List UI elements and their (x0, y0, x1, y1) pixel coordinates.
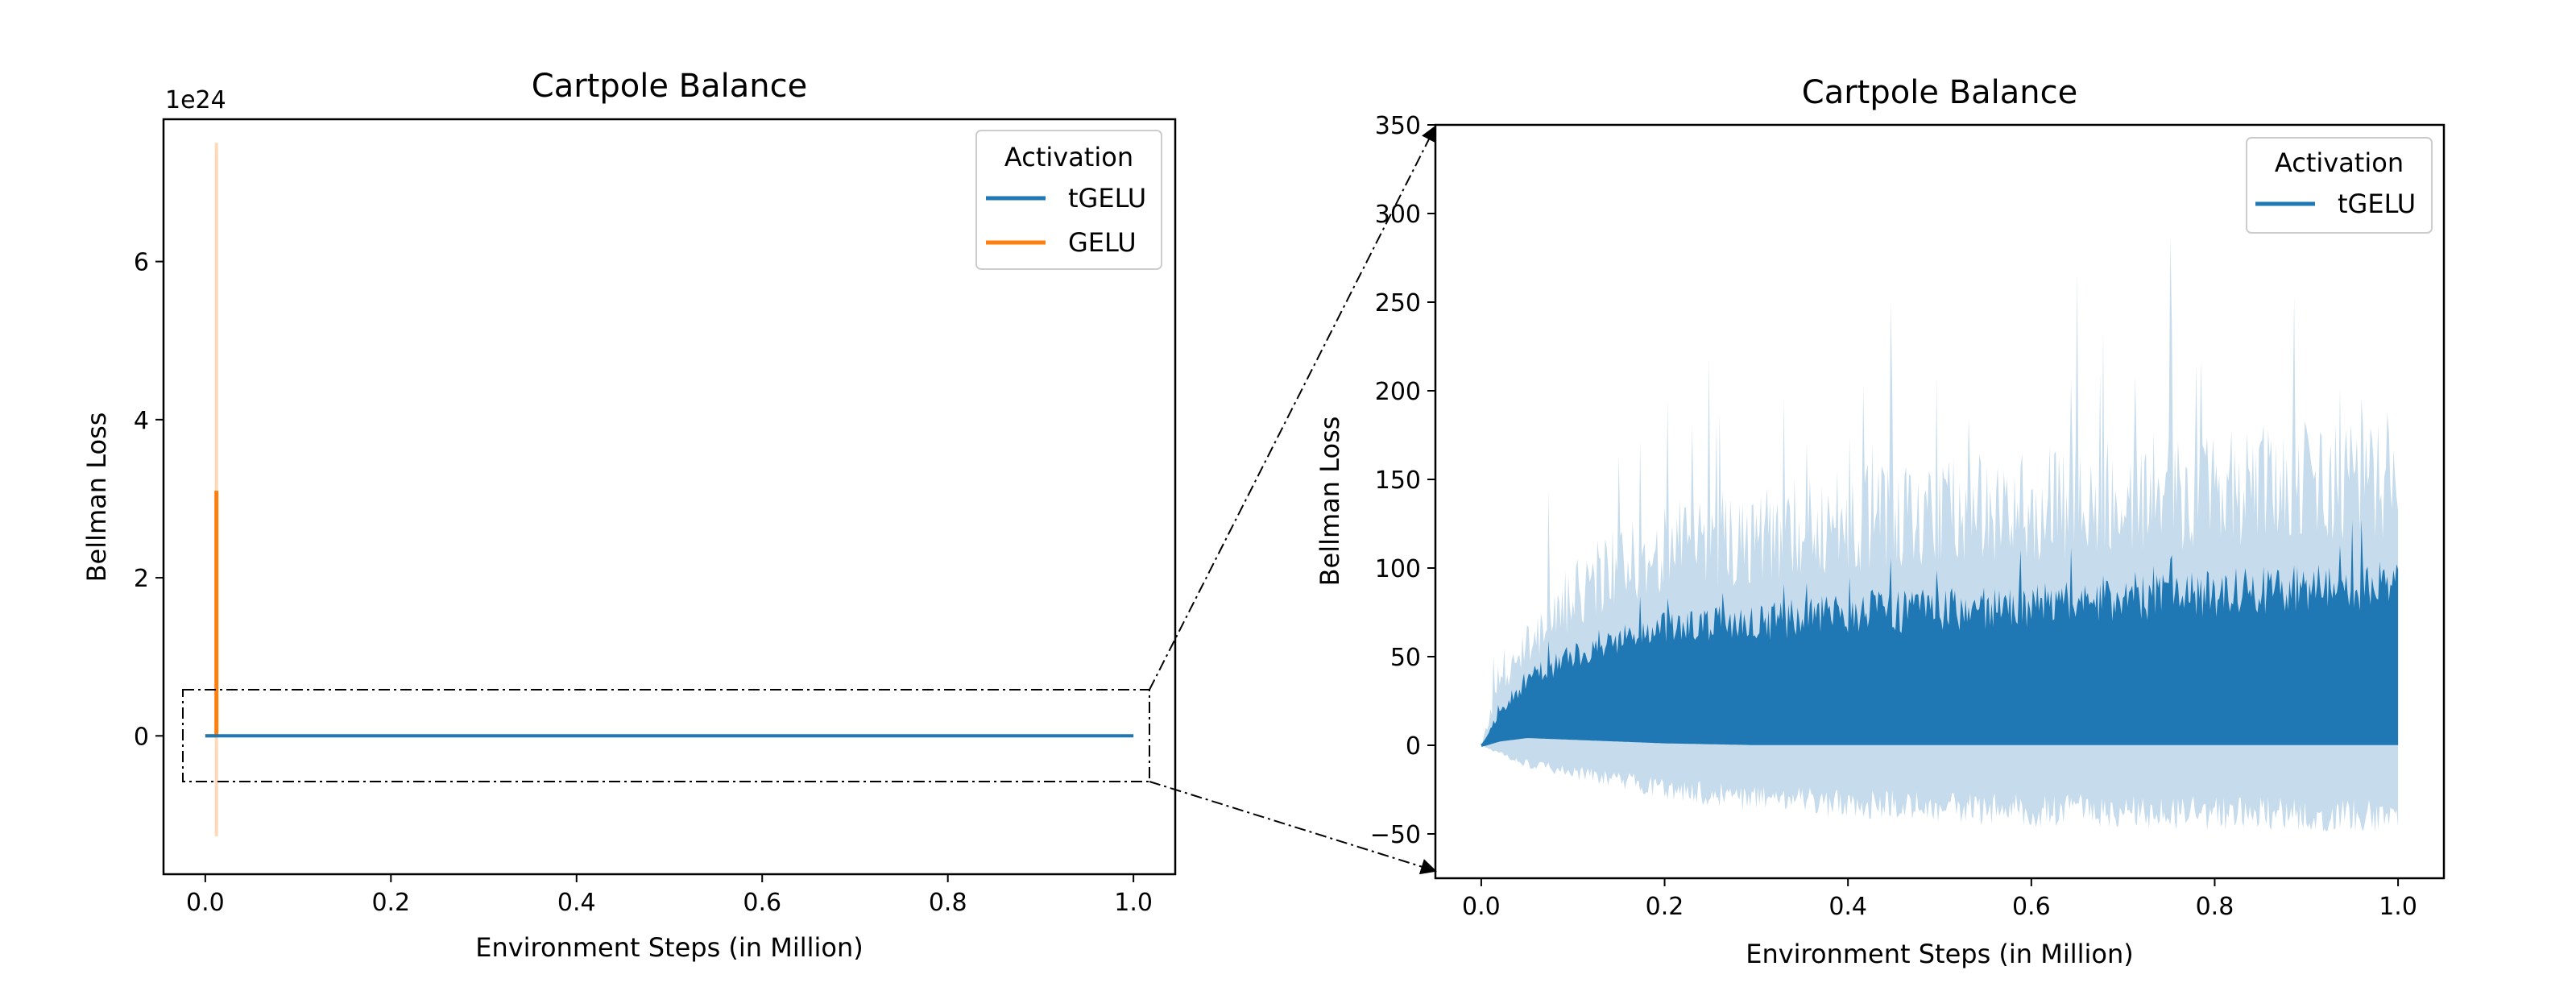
left-y-tick-label-0: 0 (134, 723, 149, 751)
tgelu-mean-fill (1481, 520, 2399, 745)
right-y-tick-label-0: −50 (1370, 821, 1421, 849)
zoom-connectors (1149, 125, 1437, 875)
left-y-ticks: 0 2 4 6 (134, 249, 164, 751)
left-legend: Activation tGELU GELU (975, 130, 1162, 270)
right-x-tick-label-4: 0.8 (2196, 893, 2234, 921)
right-chart: Cartpole Balance 0.0 0.2 0.4 0.6 0.8 1.0 −50 0… (1315, 74, 2446, 969)
right-x-tick-label-2: 0.4 (1828, 893, 1867, 921)
left-legend-box (975, 130, 1162, 270)
right-y-ticks: −50 0 50 100 150 200 250 300 350 (1370, 112, 1435, 849)
left-y-offset-label: 1e24 (165, 86, 226, 114)
right-legend-box (2246, 137, 2433, 234)
right-y-tick-label-1: 0 (1406, 732, 1421, 761)
left-axes-frame (162, 118, 1177, 876)
left-x-tick-label-0: 0.0 (186, 889, 225, 917)
right-axes-frame (1434, 123, 2446, 880)
right-y-tick-label-2: 50 (1390, 644, 1421, 672)
left-y-tick-label-3: 6 (134, 249, 149, 277)
left-x-ticks: 0.0 0.2 0.4 0.6 0.8 1.0 (186, 874, 1153, 917)
left-legend-label-gelu: GELU (1068, 227, 1137, 258)
left-chart-title: Cartpole Balance (532, 68, 807, 105)
right-legend: Activation tGELU (2246, 137, 2433, 234)
right-x-tick-label-0: 0.0 (1462, 893, 1501, 921)
left-legend-title: Activation (1004, 142, 1133, 172)
zoom-connector-bottom (1149, 781, 1437, 875)
left-chart: Cartpole Balance 1e24 0.0 0.2 0.4 0.6 0.8 1.0… (81, 68, 1177, 963)
right-legend-title: Activation (2275, 147, 2404, 178)
left-x-tick-label-5: 1.0 (1114, 889, 1153, 917)
right-legend-label-tgelu: tGELU (2338, 189, 2416, 219)
right-x-tick-label-1: 0.2 (1646, 893, 1684, 921)
left-y-tick-label-1: 2 (134, 565, 149, 593)
right-y-tick-label-8: 350 (1375, 112, 1421, 140)
zoom-region-box (182, 689, 1150, 782)
left-x-tick-label-2: 0.4 (557, 889, 596, 917)
right-y-tick-label-3: 100 (1375, 555, 1421, 583)
zoom-connector-top (1149, 125, 1436, 690)
right-y-tick-label-6: 250 (1375, 289, 1421, 317)
left-y-axis-label: Bellman Loss (81, 413, 112, 583)
right-plot-area (1481, 236, 2399, 833)
tgelu-line-right (1481, 734, 2399, 747)
left-x-tick-label-4: 0.8 (929, 889, 967, 917)
right-x-tick-label-3: 0.6 (2012, 893, 2051, 921)
left-y-tick-label-2: 4 (134, 407, 149, 435)
left-x-tick-label-1: 0.2 (371, 889, 410, 917)
right-x-ticks: 0.0 0.2 0.4 0.6 0.8 1.0 (1462, 878, 2417, 921)
left-x-axis-label: Environment Steps (in Million) (475, 932, 863, 963)
left-x-tick-label-3: 0.6 (743, 889, 781, 917)
right-x-tick-label-5: 1.0 (2379, 893, 2417, 921)
right-x-axis-label: Environment Steps (in Million) (1746, 939, 2134, 969)
left-legend-label-tgelu: tGELU (1068, 183, 1146, 214)
left-plot-area (205, 143, 1134, 836)
right-chart-title: Cartpole Balance (1802, 74, 2077, 111)
right-y-tick-label-7: 300 (1375, 201, 1421, 229)
right-y-tick-label-5: 200 (1375, 378, 1421, 406)
right-y-tick-label-4: 150 (1375, 467, 1421, 495)
right-y-axis-label: Bellman Loss (1315, 417, 1345, 587)
